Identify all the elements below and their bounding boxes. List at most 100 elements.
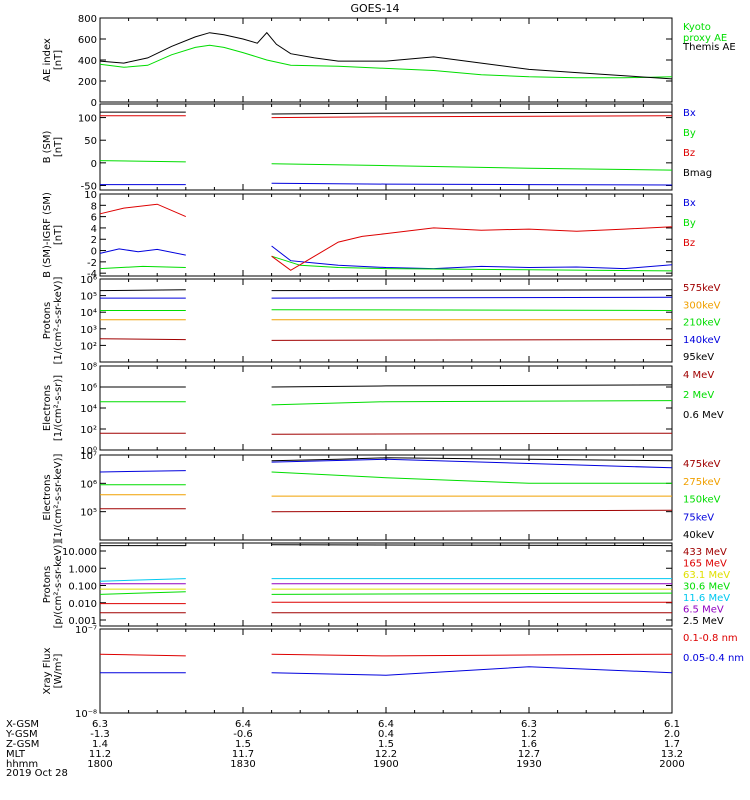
y-axis-label: [1/(cm²-s-sr-keV)]: [53, 277, 64, 365]
legend-label: 275keV: [683, 477, 721, 488]
legend-label: By: [683, 218, 696, 229]
series-2-5-mev: [271, 544, 673, 547]
ephemeris-value: 6.4: [235, 719, 251, 730]
y-axis-label: [W/m²]: [53, 653, 64, 688]
ephemeris-value: 6.3: [521, 719, 537, 730]
legend-label: proxy AE: [683, 33, 727, 44]
series-0-05-0-4-nm: [271, 666, 673, 676]
y-axis-label: [nT]: [53, 50, 64, 70]
ephemeris-value: 6.3: [92, 719, 108, 730]
series-75kev: [271, 458, 673, 469]
y-tick-label: 0.010: [68, 599, 97, 610]
plot-frame: [99, 278, 673, 363]
panel-xray: 10⁻⁸ 10⁻⁷ Xray Flux [W/m²] 0.1-0.8 nm 0.05-0.…: [42, 625, 744, 720]
series-0-6-mev: [271, 384, 673, 388]
ephemeris-value: 1.7: [664, 739, 680, 750]
ephemeris-value: 1800: [87, 759, 112, 770]
series-150kev: [271, 471, 672, 484]
legend-label: Kyoto: [683, 22, 711, 33]
y-tick-label: 10⁸: [80, 362, 97, 373]
y-axis-label: [p/(cm²-s-sr-keV)]: [53, 541, 64, 629]
panel-electrons2: 10⁵ 10⁶ 10⁷ Electrons [1/(cm²-s-sr-keV)] 475k…: [42, 451, 721, 541]
legend-label: 30.6 MeV: [683, 582, 730, 593]
y-axis-label: Protons: [42, 302, 53, 339]
y-tick-label: 10⁻⁷: [75, 625, 97, 636]
ephemeris-row-label: X-GSM: [6, 719, 39, 730]
series-0-1-0-8-nm: [271, 653, 673, 657]
y-tick-label: 10⁵: [80, 292, 97, 303]
panel-bsm: -50 0 50 100 B (SM) [nT] Bx By Bz Bmag: [42, 103, 712, 192]
series-bx: [271, 182, 673, 186]
legend-label: 150keV: [683, 495, 721, 506]
y-axis-label: B (SM)-IGRF (SM): [42, 192, 53, 278]
series-bz: [271, 115, 673, 119]
panel-protons1: 10² 10³ 10⁴ 10⁵ 10⁶ Protons [1/(cm²-s-sr-keV)]…: [42, 275, 721, 364]
series-by: [99, 160, 186, 163]
legend-label: 2.5 MeV: [683, 616, 724, 627]
ephemeris-value: 11.7: [232, 749, 254, 760]
series-4-mev: [271, 432, 673, 435]
legend-label: 6.5 MeV: [683, 605, 724, 616]
ephemeris-value: -0.6: [233, 729, 253, 740]
y-tick-label: 0: [91, 98, 97, 109]
y-tick-label: 6: [91, 213, 97, 224]
ephemeris-value: 1.2: [521, 729, 537, 740]
series-30-6-mev: [271, 592, 673, 595]
ephemeris-value: 1900: [373, 759, 398, 770]
y-tick-label: 10⁻⁸: [75, 709, 97, 720]
y-tick-label: -50: [81, 181, 97, 192]
legend-label: 2 MeV: [683, 390, 714, 401]
y-tick-label: 10: [84, 190, 97, 201]
series-210kev: [271, 309, 673, 311]
y-tick-label: 4: [91, 224, 97, 235]
ephemeris-value: 12.7: [518, 749, 540, 760]
series-bx: [99, 248, 186, 256]
y-tick-label: 10⁰: [80, 446, 97, 457]
y-tick-label: 50: [84, 136, 97, 147]
date-label: 2019 Oct 28: [6, 768, 68, 779]
ephemeris-row-label: hhmm: [6, 759, 38, 770]
y-axis-label: [nT]: [53, 137, 64, 157]
series-95kev: [99, 289, 186, 292]
series-140kev: [271, 296, 673, 299]
ephemeris-value: 1.4: [92, 739, 108, 750]
series-30-6-mev: [99, 591, 186, 595]
legend-label: 165 MeV: [683, 559, 727, 570]
y-tick-label: 10⁵: [80, 508, 97, 519]
y-axis-label: [1/(cm²-s-sr)]: [53, 375, 64, 441]
y-axis-label: Xray Flux: [42, 647, 53, 694]
y-tick-label: 2: [91, 235, 97, 246]
series-95kev: [271, 289, 673, 292]
ephemeris-value: 1.6: [521, 739, 537, 750]
legend-label: 210keV: [683, 318, 721, 329]
y-axis-label: B (SM): [42, 130, 53, 163]
series-bz: [99, 203, 186, 218]
y-tick-label: 10²: [80, 425, 97, 436]
series-bmag: [271, 111, 673, 115]
y-tick-label: 10.000: [62, 547, 97, 558]
legend-label: Bz: [683, 238, 695, 249]
y-axis-label: Electrons: [42, 385, 53, 431]
y-tick-label: 800: [78, 14, 97, 25]
series-kyoto-proxy-ae: [99, 44, 673, 79]
y-tick-label: 10²: [80, 341, 97, 352]
series-bz: [271, 226, 673, 271]
y-tick-label: 10³: [80, 325, 97, 336]
ephemeris-row-label: MLT: [6, 749, 26, 760]
y-tick-label: 10⁶: [80, 479, 97, 490]
ephemeris-value: 6.1: [664, 719, 680, 730]
ephemeris-value: -1.3: [90, 729, 110, 740]
y-axis-label: [1/(cm²-s-sr-keV)]: [53, 454, 64, 542]
ephemeris-value: 0.4: [378, 729, 394, 740]
y-tick-label: 400: [78, 56, 97, 67]
y-tick-label: 1.000: [68, 564, 97, 575]
y-tick-label: 100: [78, 114, 97, 125]
legend-label: 40keV: [683, 530, 714, 541]
panel-electrons1: 10⁰ 10² 10⁴ 10⁶ 10⁸ Electrons [1/(cm²-s-sr)] 4 …: [42, 362, 724, 457]
ephemeris-row-label: Y-GSM: [5, 729, 38, 740]
ephemeris-value: 2.0: [664, 729, 680, 740]
legend-label: Bx: [683, 198, 696, 209]
